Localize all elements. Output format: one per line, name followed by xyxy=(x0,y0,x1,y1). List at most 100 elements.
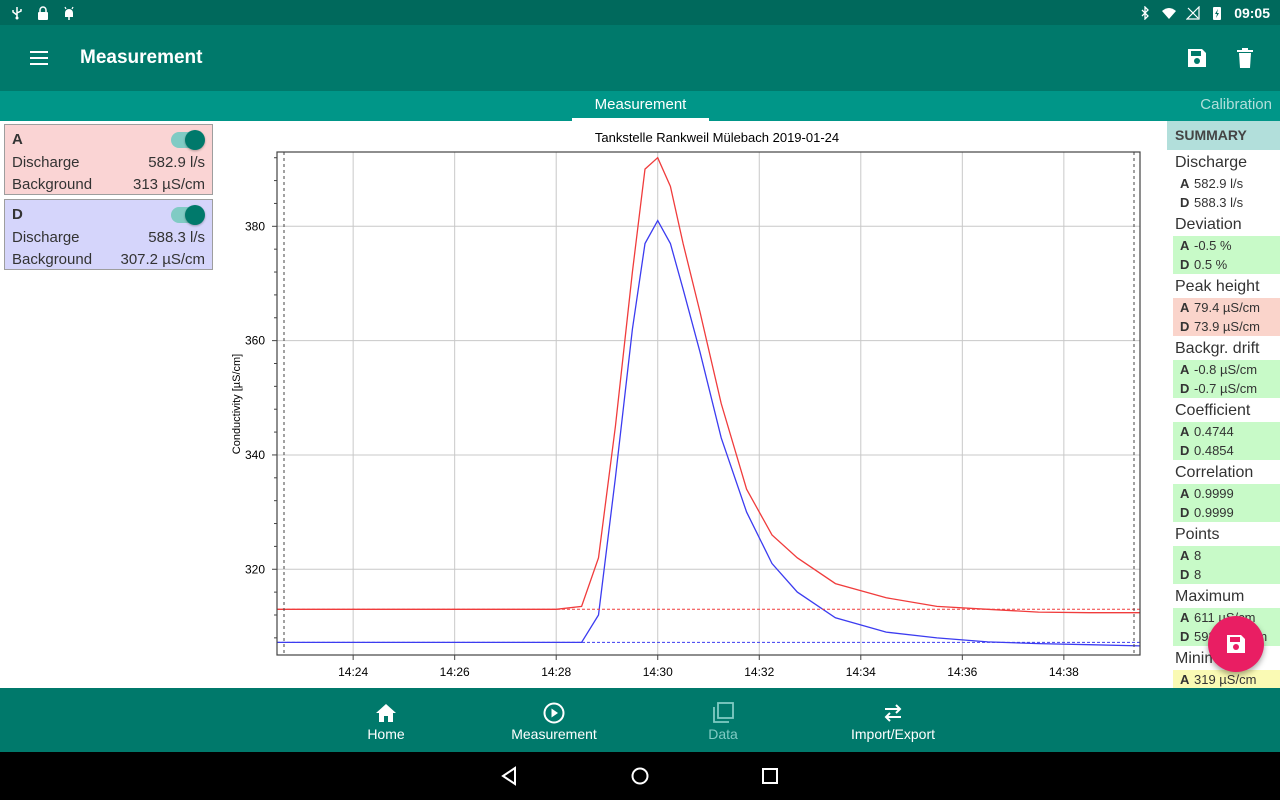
summary-row-value: 0.9999 xyxy=(1194,505,1234,520)
nav-import-export-label: Import/Export xyxy=(850,726,936,742)
tab-calibration[interactable]: Calibration xyxy=(1200,96,1272,113)
summary-row-value: -0.5 % xyxy=(1194,238,1232,253)
summary-row: A 319 µS/cm xyxy=(1173,670,1280,688)
recents-button[interactable] xyxy=(758,764,782,788)
menu-button[interactable] xyxy=(0,25,80,91)
summary-row-channel: D xyxy=(1180,195,1190,210)
summary-row-channel: A xyxy=(1180,238,1190,253)
channel-card-d[interactable]: D Discharge 588.3 l/s Background 307.2 µS/… xyxy=(4,199,213,270)
chart-title: Tankstelle Rankweil Mülebach 2019-01-24 xyxy=(595,130,839,145)
summary-row-value: 588.3 l/s xyxy=(1194,195,1244,210)
x-tick-label: 14:26 xyxy=(440,665,470,679)
nav-import-export[interactable]: Import/Export xyxy=(818,688,968,752)
background-value: 307.2 µS/cm xyxy=(120,251,205,268)
summary-row: D 0.9999 xyxy=(1173,503,1280,522)
summary-group-label: Coefficient xyxy=(1175,402,1251,419)
toggle-knob xyxy=(185,205,205,225)
no-signal-icon xyxy=(1185,5,1200,20)
summary-row-value: 79.4 µS/cm xyxy=(1194,300,1261,315)
summary-group: Points A 8 D 8 xyxy=(1167,524,1280,584)
summary-row: D 73.9 µS/cm xyxy=(1173,317,1280,336)
summary-row-channel: D xyxy=(1180,443,1190,458)
summary-group: Correlation A 0.9999 D 0.9999 xyxy=(1167,462,1280,522)
summary-row-channel: A xyxy=(1180,176,1190,191)
summary-row-value: 0.4854 xyxy=(1194,443,1234,458)
x-tick-label: 14:36 xyxy=(947,665,977,679)
wifi-icon xyxy=(1162,6,1177,20)
delete-button[interactable] xyxy=(1232,45,1258,71)
summary-row-value: 0.5 % xyxy=(1194,257,1228,272)
summary-row-channel: A xyxy=(1180,486,1190,501)
nav-measurement[interactable]: Measurement xyxy=(479,688,629,752)
summary-row-channel: D xyxy=(1180,257,1190,272)
y-tick-label: 340 xyxy=(245,448,265,462)
summary-panel: SUMMARY Discharge A 582.9 l/s D 588.3 l/s Dev… xyxy=(1167,121,1280,688)
summary-title: SUMMARY xyxy=(1167,121,1280,150)
trash-icon xyxy=(1237,48,1253,68)
bottom-navigation: Home Measurement Data Import/Export xyxy=(0,688,1280,752)
back-button[interactable] xyxy=(498,764,522,788)
discharge-value: 582.9 l/s xyxy=(148,154,205,171)
status-bar: 09:05 xyxy=(0,0,1280,25)
swap-icon xyxy=(884,704,902,722)
lock-icon xyxy=(36,5,50,20)
summary-group: Peak height A 79.4 µS/cm D 73.9 µS/cm xyxy=(1167,276,1280,336)
summary-row-value: 73.9 µS/cm xyxy=(1194,319,1261,334)
channel-a-toggle[interactable] xyxy=(171,130,205,150)
system-navigation xyxy=(0,752,1280,800)
summary-group-label: Deviation xyxy=(1175,216,1242,233)
x-tick-label: 14:30 xyxy=(643,665,673,679)
bluetooth-icon xyxy=(1138,4,1152,21)
channel-name: A xyxy=(12,131,23,148)
save-fab[interactable] xyxy=(1208,616,1264,672)
nav-home[interactable]: Home xyxy=(311,688,461,752)
nav-home-label: Home xyxy=(367,726,405,742)
summary-group-label: Peak height xyxy=(1175,278,1260,295)
conductivity-chart[interactable]: Tankstelle Rankweil Mülebach 2019-01-24 … xyxy=(222,124,1164,688)
summary-row-value: 319 µS/cm xyxy=(1194,672,1257,687)
summary-row-value: 0.9999 xyxy=(1194,486,1234,501)
channel-d-toggle[interactable] xyxy=(171,205,205,225)
summary-row-value: 582.9 l/s xyxy=(1194,176,1244,191)
summary-row-channel: A xyxy=(1180,672,1190,687)
battery-icon xyxy=(1210,6,1224,20)
summary-row-channel: D xyxy=(1180,381,1190,396)
summary-group: Deviation A -0.5 % D 0.5 % xyxy=(1167,214,1280,274)
play-circle-icon xyxy=(543,702,565,724)
summary-row-channel: A xyxy=(1180,300,1190,315)
summary-group: Coefficient A 0.4744 D 0.4854 xyxy=(1167,400,1280,460)
toggle-knob xyxy=(185,130,205,150)
summary-row-value: -0.7 µS/cm xyxy=(1194,381,1258,396)
series-line-d xyxy=(277,219,1141,647)
tab-bar: Measurement Calibration xyxy=(0,91,1280,121)
usb-icon xyxy=(10,6,24,20)
hamburger-icon xyxy=(30,51,48,65)
app-bar: Measurement xyxy=(0,25,1280,91)
back-icon xyxy=(501,766,516,786)
summary-row: A -0.8 µS/cm xyxy=(1173,360,1280,379)
summary-row-channel: A xyxy=(1180,362,1190,377)
x-tick-label: 14:34 xyxy=(846,665,876,679)
summary-row-value: -0.8 µS/cm xyxy=(1194,362,1258,377)
summary-row: D 0.4854 xyxy=(1173,441,1280,460)
summary-row-value: 8 xyxy=(1194,548,1202,563)
android-debug-icon xyxy=(62,6,76,20)
discharge-label: Discharge xyxy=(12,154,80,171)
home-system-button[interactable] xyxy=(628,764,652,788)
series-line-a xyxy=(277,156,1140,614)
nav-data[interactable]: Data xyxy=(648,688,798,752)
summary-row-channel: D xyxy=(1180,567,1190,582)
y-axis-label: Conductivity [µS/cm] xyxy=(231,354,243,454)
channel-card-a[interactable]: A Discharge 582.9 l/s Background 313 µS/cm xyxy=(4,124,213,195)
plot-frame xyxy=(276,151,1141,656)
summary-row-channel: A xyxy=(1180,548,1190,563)
recents-icon xyxy=(762,768,778,784)
tab-measurement[interactable]: Measurement xyxy=(572,91,709,121)
summary-row: A 0.9999 xyxy=(1173,484,1280,503)
summary-row: D -0.7 µS/cm xyxy=(1173,379,1280,398)
save-button[interactable] xyxy=(1184,45,1210,71)
summary-group: Backgr. drift A -0.8 µS/cm D -0.7 µS/cm xyxy=(1167,338,1280,398)
